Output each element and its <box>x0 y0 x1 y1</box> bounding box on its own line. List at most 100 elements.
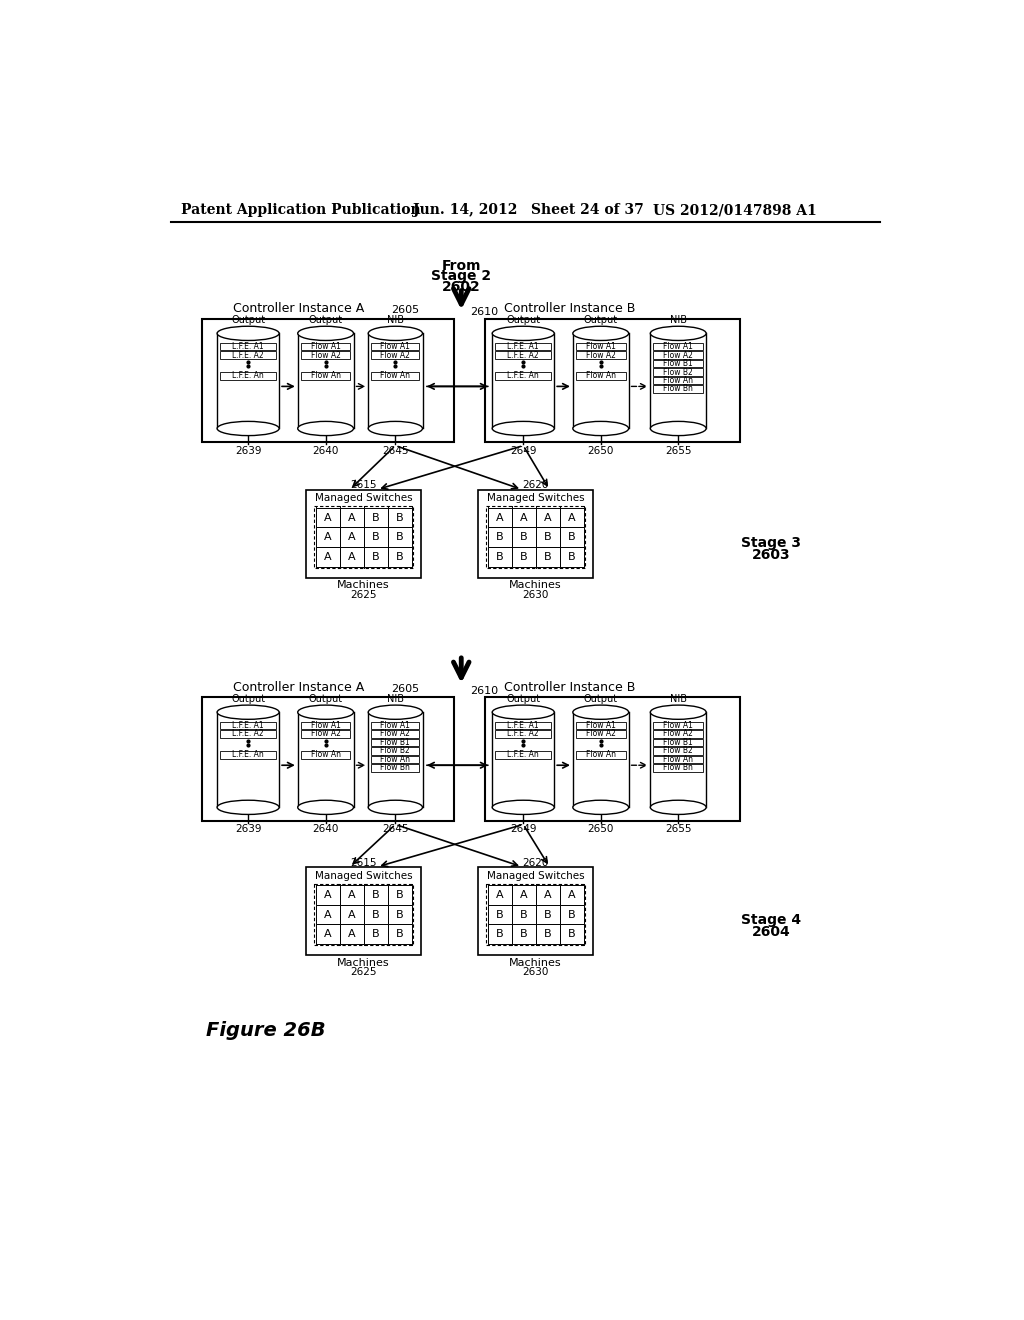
Text: Controller Instance A: Controller Instance A <box>232 302 365 314</box>
Text: B: B <box>396 909 403 920</box>
Text: Flow A1: Flow A1 <box>381 342 411 351</box>
Text: Flow A2: Flow A2 <box>664 730 693 738</box>
Text: Flow An: Flow An <box>310 750 341 759</box>
Bar <box>653 730 703 738</box>
Text: Flow An: Flow An <box>664 376 693 385</box>
Text: Stage 3: Stage 3 <box>741 536 801 549</box>
Text: Flow B1: Flow B1 <box>381 738 411 747</box>
Bar <box>372 747 420 755</box>
Bar <box>496 343 551 351</box>
Bar <box>560 924 584 944</box>
Text: Flow A1: Flow A1 <box>310 721 341 730</box>
Text: 2610: 2610 <box>471 686 499 696</box>
Bar <box>653 368 703 376</box>
Ellipse shape <box>493 421 554 436</box>
Text: Flow A1: Flow A1 <box>664 342 693 351</box>
Text: 2630: 2630 <box>522 966 549 977</box>
Bar <box>364 904 388 924</box>
Text: Flow An: Flow An <box>664 755 693 764</box>
Bar <box>575 351 626 359</box>
Bar <box>315 904 340 924</box>
Bar <box>487 546 512 566</box>
Text: A: A <box>520 512 527 523</box>
Bar <box>364 528 388 546</box>
Text: B: B <box>372 909 380 920</box>
Text: L.F.E. An: L.F.E. An <box>232 750 264 759</box>
Text: L.F.E. An: L.F.E. An <box>507 371 539 380</box>
Text: 2605: 2605 <box>391 305 420 314</box>
Bar <box>315 886 340 904</box>
Text: 2615: 2615 <box>350 858 377 867</box>
Bar <box>512 546 536 566</box>
Text: A: A <box>348 909 355 920</box>
Text: 2649: 2649 <box>510 825 537 834</box>
Text: NIB: NIB <box>387 314 403 325</box>
Text: L.F.E. A2: L.F.E. A2 <box>508 351 539 359</box>
Text: B: B <box>372 552 380 562</box>
Text: Output: Output <box>308 314 343 325</box>
Bar <box>220 751 276 759</box>
Bar <box>298 334 353 429</box>
Bar <box>220 722 276 730</box>
Text: Flow A1: Flow A1 <box>586 342 615 351</box>
Bar <box>315 528 340 546</box>
Bar <box>388 904 412 924</box>
Ellipse shape <box>217 800 280 814</box>
Text: Flow B2: Flow B2 <box>381 746 411 755</box>
Text: Flow An: Flow An <box>380 755 411 764</box>
Text: A: A <box>324 929 332 939</box>
Text: Managed Switches: Managed Switches <box>486 871 585 880</box>
Text: 2650: 2650 <box>588 825 614 834</box>
Ellipse shape <box>369 800 423 814</box>
Ellipse shape <box>650 421 707 436</box>
Text: Output: Output <box>231 693 265 704</box>
Text: 2604: 2604 <box>752 925 791 940</box>
Bar <box>512 924 536 944</box>
Text: Flow A2: Flow A2 <box>664 351 693 359</box>
Text: B: B <box>520 909 527 920</box>
Bar <box>220 351 276 359</box>
Text: 2639: 2639 <box>234 446 261 455</box>
Text: B: B <box>372 890 380 900</box>
Bar <box>478 490 593 578</box>
Bar <box>575 751 626 759</box>
Text: Controller Instance A: Controller Instance A <box>232 681 365 693</box>
Bar <box>340 546 364 566</box>
Text: 2650: 2650 <box>588 446 614 455</box>
Ellipse shape <box>369 705 423 719</box>
Bar <box>496 372 551 380</box>
Bar <box>220 343 276 351</box>
Text: Flow B1: Flow B1 <box>664 738 693 747</box>
Bar <box>301 372 350 380</box>
Bar <box>315 546 340 566</box>
Text: B: B <box>372 512 380 523</box>
Bar <box>536 924 560 944</box>
Bar <box>496 730 551 738</box>
Text: Flow B1: Flow B1 <box>664 359 693 368</box>
Text: NIB: NIB <box>670 693 687 704</box>
Text: Flow An: Flow An <box>586 750 615 759</box>
Bar <box>298 713 353 808</box>
Text: B: B <box>568 532 575 543</box>
Bar <box>372 722 420 730</box>
Ellipse shape <box>493 326 554 341</box>
Bar <box>650 334 707 429</box>
Bar <box>315 924 340 944</box>
Text: Managed Switches: Managed Switches <box>314 871 413 880</box>
Ellipse shape <box>217 705 280 719</box>
Text: 2605: 2605 <box>391 684 420 693</box>
Bar <box>364 546 388 566</box>
Text: Output: Output <box>584 314 617 325</box>
Text: B: B <box>544 909 552 920</box>
Ellipse shape <box>650 326 707 341</box>
Text: Flow A2: Flow A2 <box>381 730 411 738</box>
Text: L.F.E. A1: L.F.E. A1 <box>508 721 539 730</box>
Ellipse shape <box>298 800 353 814</box>
Text: Flow Bn: Flow Bn <box>664 384 693 393</box>
Bar <box>340 924 364 944</box>
Text: B: B <box>496 909 504 920</box>
Text: B: B <box>396 929 403 939</box>
Text: Output: Output <box>506 693 541 704</box>
Bar <box>650 713 707 808</box>
Text: Sheet 24 of 37: Sheet 24 of 37 <box>531 203 644 216</box>
